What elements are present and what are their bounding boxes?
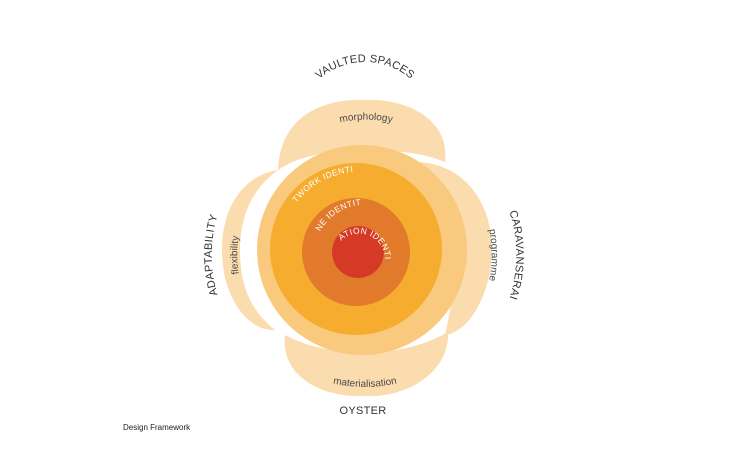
- label-adaptability: ADAPTABILITY: [203, 213, 221, 297]
- label-caravanserai: CARAVANSERAI: [507, 209, 526, 301]
- label-materialisation: materialisation: [332, 376, 397, 390]
- label-oyster: OYSTER: [339, 405, 386, 417]
- petal-right: [410, 161, 492, 335]
- label-morphology: morphology: [339, 112, 394, 126]
- figure-caption: Design Framework: [123, 423, 191, 432]
- petal-bottom: [284, 332, 449, 397]
- label-programme: programme: [486, 228, 500, 282]
- label-vaulted-spaces: VAULTED SPACES: [313, 53, 416, 82]
- outer-petals: [222, 99, 492, 397]
- petal-top: [278, 99, 446, 170]
- petal-left: [222, 170, 278, 331]
- label-flexibility: flexibility: [229, 235, 241, 275]
- station-identity-ring: [332, 226, 384, 278]
